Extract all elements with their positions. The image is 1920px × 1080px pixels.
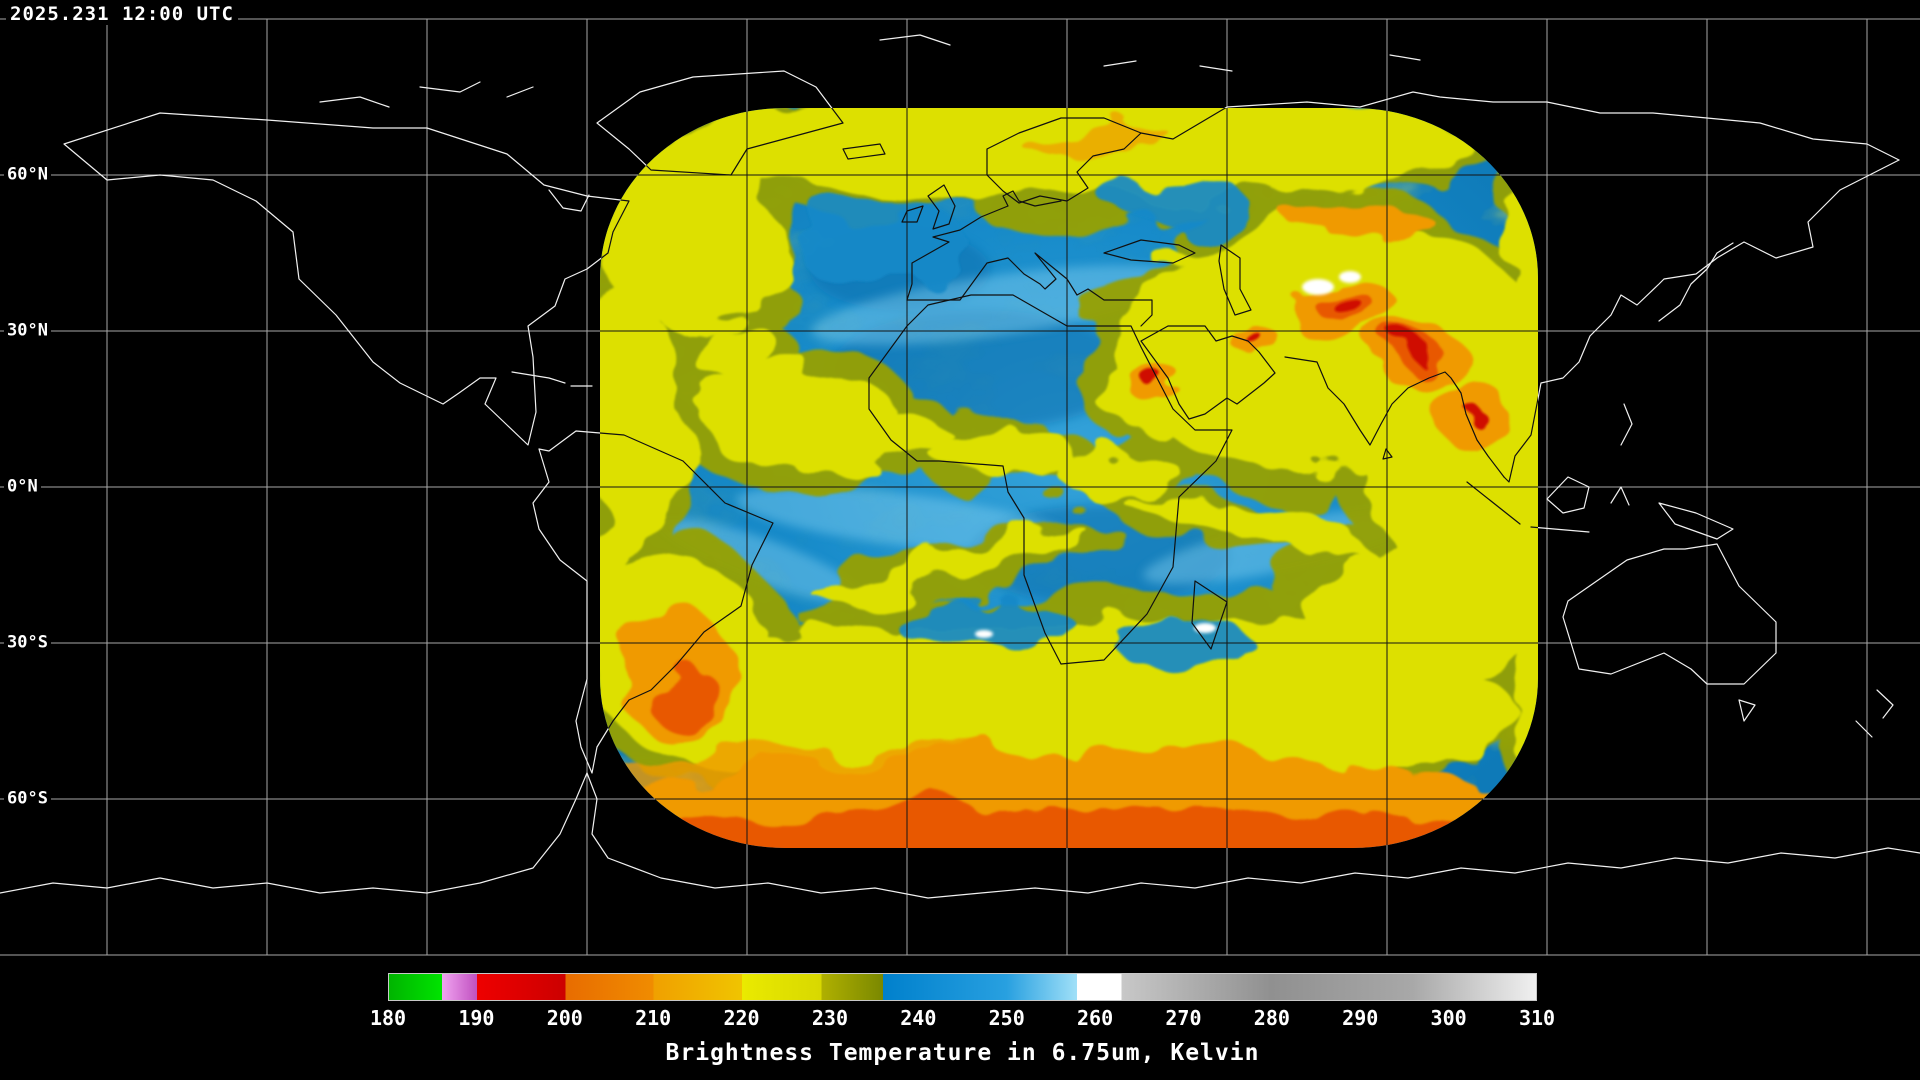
colorbar-tick-label: 250 xyxy=(988,1006,1025,1030)
satellite-footprint-imagery xyxy=(600,108,1538,848)
colorbar-tick-label: 220 xyxy=(723,1006,760,1030)
dry-slots xyxy=(792,179,1250,660)
graticule-grid-over-imagery xyxy=(600,108,1538,848)
colorbar-tick-label: 300 xyxy=(1430,1006,1467,1030)
deep-convection-layer xyxy=(600,292,1538,848)
colorbar-tick-label: 190 xyxy=(458,1006,495,1030)
colorbar-tick-label: 280 xyxy=(1253,1006,1290,1030)
latitude-label: 30°N xyxy=(4,320,51,341)
colorbar-tick-label: 310 xyxy=(1518,1006,1556,1030)
latitude-label: 60°S xyxy=(4,788,51,809)
latitude-label: 30°S xyxy=(4,632,51,653)
colorbar-tick-label: 240 xyxy=(900,1006,937,1030)
colorbar xyxy=(388,973,1537,1001)
colorbar-tick-label: 260 xyxy=(1077,1006,1114,1030)
latitude-label: 0°N xyxy=(4,476,41,497)
latitude-label: 60°N xyxy=(4,164,51,185)
colorbar-tick-label: 230 xyxy=(811,1006,848,1030)
colorbar-title: Brightness Temperature in 6.75um, Kelvin xyxy=(665,1040,1260,1066)
colorbar-tick-label: 200 xyxy=(546,1006,583,1030)
colorbar-tick-label: 290 xyxy=(1342,1006,1379,1030)
warmest-spots xyxy=(975,271,1361,638)
colorbar-tick-label: 180 xyxy=(369,1006,407,1030)
colorbar-tick-label: 210 xyxy=(635,1006,672,1030)
timestamp: 2025.231 12:00 UTC xyxy=(6,3,238,25)
colorbar-tick-label: 270 xyxy=(1165,1006,1202,1030)
